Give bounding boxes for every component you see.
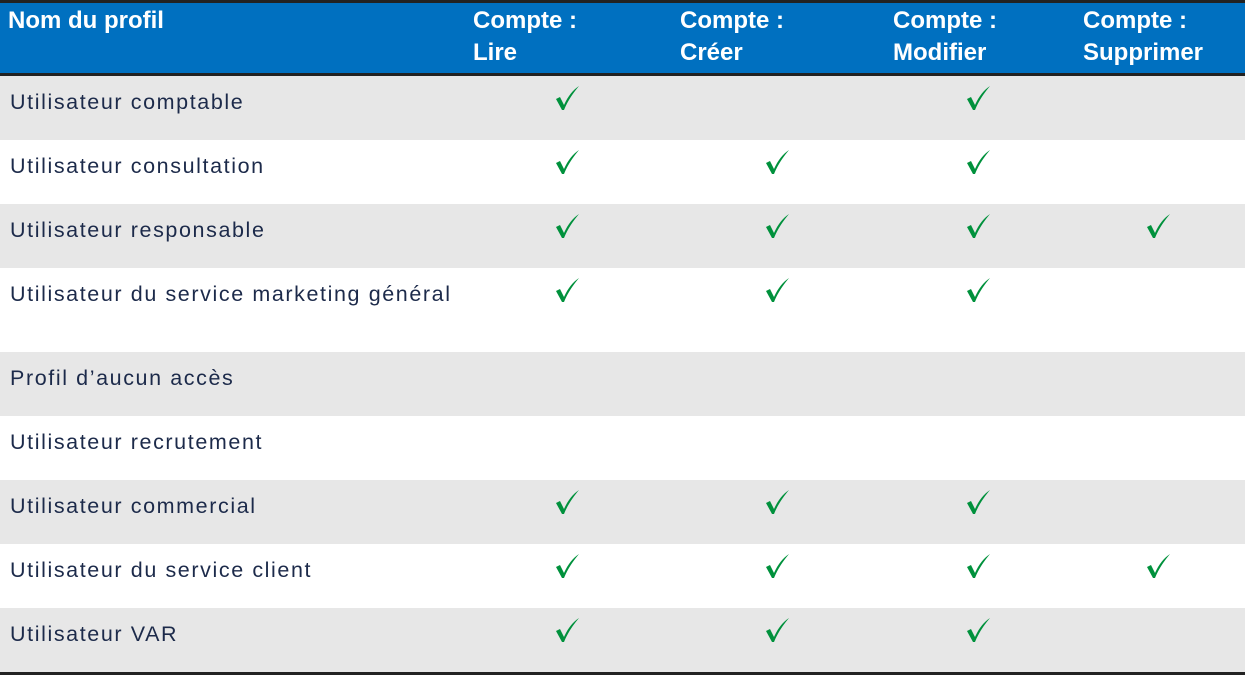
header-account-create: Compte : Créer xyxy=(672,1,885,76)
permission-cell xyxy=(885,140,1075,204)
checkmark-icon xyxy=(555,490,579,514)
permission-cell xyxy=(885,416,1075,480)
permission-cell xyxy=(672,416,885,480)
header-text-line: Compte : xyxy=(893,7,997,34)
permission-cell xyxy=(885,608,1075,674)
permission-cell xyxy=(465,480,672,544)
permission-cell xyxy=(465,204,672,268)
profile-name: Utilisateur VAR xyxy=(0,608,465,674)
permission-cell xyxy=(885,268,1075,352)
permission-cell xyxy=(465,544,672,608)
checkmark-icon xyxy=(1147,214,1170,238)
permission-cell xyxy=(885,352,1075,416)
permission-cell xyxy=(1075,204,1245,268)
permission-cell xyxy=(465,608,672,674)
checkmark-icon xyxy=(765,150,789,174)
permission-cell xyxy=(672,352,885,416)
permission-cell xyxy=(465,352,672,416)
permission-cell xyxy=(465,140,672,204)
permission-cell xyxy=(1075,352,1245,416)
table-row: Utilisateur commercial xyxy=(0,480,1245,544)
permission-cell xyxy=(1075,416,1245,480)
profile-name: Utilisateur commercial xyxy=(0,480,465,544)
permission-cell xyxy=(672,140,885,204)
checkmark-icon xyxy=(765,618,789,642)
permission-cell xyxy=(672,608,885,674)
permission-cell xyxy=(465,268,672,352)
checkmark-icon xyxy=(555,278,579,302)
table-row: Utilisateur VAR xyxy=(0,608,1245,674)
checkmark-icon xyxy=(967,150,990,174)
permission-cell xyxy=(1075,480,1245,544)
header-text-line: Compte : xyxy=(1083,7,1187,34)
checkmark-icon xyxy=(555,618,579,642)
checkmark-icon xyxy=(555,554,579,578)
table-row: Utilisateur recrutement xyxy=(0,416,1245,480)
permission-cell xyxy=(885,204,1075,268)
table-row: Utilisateur responsable xyxy=(0,204,1245,268)
permission-cell xyxy=(885,480,1075,544)
profile-name: Profil d’aucun accès xyxy=(0,352,465,416)
checkmark-icon xyxy=(1147,554,1170,578)
checkmark-icon xyxy=(967,554,990,578)
checkmark-icon xyxy=(967,214,990,238)
table-row: Utilisateur comptable xyxy=(0,74,1245,140)
permission-cell xyxy=(1075,608,1245,674)
profile-name: Utilisateur recrutement xyxy=(10,430,264,454)
header-account-delete: Compte : Supprimer xyxy=(1075,1,1245,76)
checkmark-icon xyxy=(967,278,990,302)
permission-cell xyxy=(672,268,885,352)
permission-cell xyxy=(672,74,885,140)
permission-cell xyxy=(1075,268,1245,352)
header-account-read: Compte : Lire xyxy=(465,1,672,76)
permission-cell xyxy=(672,544,885,608)
table-row: Utilisateur du service client xyxy=(0,544,1245,608)
checkmark-icon xyxy=(555,150,579,174)
header-text-line: Compte : xyxy=(473,7,577,34)
header-text-line: Nom du profil xyxy=(8,7,164,34)
checkmark-icon xyxy=(967,86,990,110)
profile-name: Utilisateur du service marketing général xyxy=(10,282,452,306)
permission-cell xyxy=(885,544,1075,608)
permission-cell xyxy=(672,204,885,268)
header-row: Nom du profil Compte : Lire Compte : Créer Co… xyxy=(0,1,1245,76)
checkmark-icon xyxy=(555,214,579,238)
header-profile-name: Nom du profil xyxy=(0,1,465,76)
checkmark-icon xyxy=(967,490,990,514)
profile-name: Utilisateur du service client xyxy=(10,558,313,582)
table-row: Utilisateur consultation xyxy=(0,140,1245,204)
header-text-line: Lire xyxy=(473,39,518,66)
permission-cell xyxy=(465,74,672,140)
profile-name: Utilisateur comptable xyxy=(0,74,465,140)
header-text-line: Modifier xyxy=(893,39,987,66)
checkmark-icon xyxy=(555,86,579,110)
checkmark-icon xyxy=(765,490,789,514)
permission-cell xyxy=(672,480,885,544)
profile-name: Utilisateur consultation xyxy=(10,154,265,178)
permission-cell xyxy=(465,416,672,480)
header-text-line: Compte : xyxy=(680,7,784,34)
header-text-line: Supprimer xyxy=(1083,39,1204,66)
permission-cell xyxy=(885,74,1075,140)
checkmark-icon xyxy=(967,618,990,642)
permission-cell xyxy=(1075,544,1245,608)
permission-cell xyxy=(1075,74,1245,140)
header-text-line: Créer xyxy=(680,39,743,66)
permission-cell xyxy=(1075,140,1245,204)
table-row: Profil d’aucun accès xyxy=(0,352,1245,416)
header-account-modify: Compte : Modifier xyxy=(885,1,1075,76)
checkmark-icon xyxy=(765,554,789,578)
checkmark-icon xyxy=(765,214,789,238)
checkmark-icon xyxy=(765,278,789,302)
profile-name: Utilisateur responsable xyxy=(0,204,465,268)
table-row: Utilisateur du service marketing général xyxy=(0,268,1245,352)
